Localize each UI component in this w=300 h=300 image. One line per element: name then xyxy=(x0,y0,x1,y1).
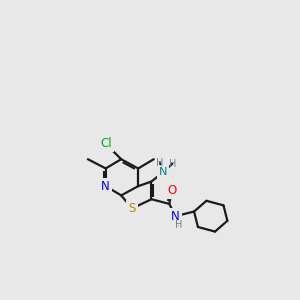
Text: O: O xyxy=(168,184,177,196)
Text: H: H xyxy=(169,159,176,169)
Text: N: N xyxy=(159,167,167,177)
Text: S: S xyxy=(128,202,136,215)
Text: H: H xyxy=(156,158,164,168)
Text: N: N xyxy=(101,180,110,193)
Text: N: N xyxy=(171,210,180,223)
Text: H: H xyxy=(175,220,182,230)
Text: Cl: Cl xyxy=(100,137,112,150)
